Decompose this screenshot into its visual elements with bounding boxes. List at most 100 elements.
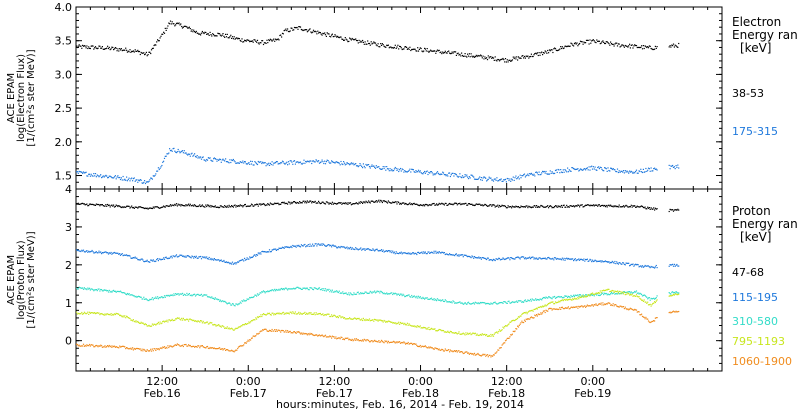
data-point <box>172 295 174 297</box>
data-point <box>436 348 439 350</box>
data-point <box>417 251 419 254</box>
data-point <box>125 317 127 319</box>
data-point <box>193 257 195 259</box>
data-point <box>531 316 533 319</box>
data-point <box>115 312 117 314</box>
data-point <box>211 259 213 261</box>
data-point <box>526 313 528 315</box>
data-point <box>108 46 110 48</box>
data-point <box>474 178 476 180</box>
data-point <box>390 321 392 323</box>
data-point <box>556 50 558 52</box>
data-point <box>282 311 284 313</box>
data-point <box>452 351 454 353</box>
data-point <box>173 255 175 257</box>
data-point <box>124 315 126 317</box>
data-point <box>387 293 389 295</box>
data-point <box>474 301 476 303</box>
data-point <box>593 40 595 42</box>
data-point <box>126 205 128 207</box>
data-point <box>297 161 299 163</box>
data-point <box>457 332 459 334</box>
data-point <box>473 204 476 207</box>
data-point <box>588 204 590 206</box>
data-point <box>507 205 509 207</box>
data-point <box>153 297 155 299</box>
data-point <box>86 250 88 252</box>
data-point <box>343 246 346 248</box>
data-point <box>416 344 418 347</box>
data-point <box>170 294 172 296</box>
data-point <box>340 245 342 248</box>
data-point <box>230 34 232 36</box>
data-point <box>616 206 618 208</box>
data-point <box>668 292 670 294</box>
data-point <box>501 329 503 331</box>
data-point <box>261 315 263 318</box>
data-point <box>362 339 364 341</box>
data-point <box>98 312 100 314</box>
data-point <box>547 303 549 305</box>
data-point <box>318 32 320 34</box>
data-point <box>520 205 522 207</box>
data-point <box>386 292 388 294</box>
data-point <box>144 349 146 351</box>
data-point <box>539 313 541 315</box>
data-point <box>522 312 524 315</box>
data-point <box>117 313 119 315</box>
data-point <box>386 320 388 323</box>
data-point <box>329 245 331 247</box>
data-point <box>524 312 526 314</box>
data-point <box>365 318 367 320</box>
data-point <box>207 33 209 35</box>
data-point <box>76 249 78 251</box>
data-point <box>245 342 247 344</box>
data-point <box>597 205 599 207</box>
data-point <box>303 312 305 314</box>
data-point <box>172 23 174 25</box>
data-point <box>585 259 588 261</box>
data-point <box>288 247 290 249</box>
data-point <box>529 56 531 58</box>
data-point <box>457 350 459 352</box>
data-point <box>179 203 181 206</box>
data-point <box>630 294 632 296</box>
data-point <box>630 291 632 293</box>
data-point <box>567 296 569 299</box>
data-point <box>655 208 657 210</box>
data-point <box>231 304 233 306</box>
data-point <box>381 250 383 252</box>
data-point <box>177 203 179 205</box>
data-point <box>511 333 513 335</box>
data-point <box>434 252 436 254</box>
data-point <box>140 179 142 181</box>
data-point <box>146 259 148 261</box>
data-point <box>184 25 186 27</box>
data-point <box>423 251 425 253</box>
data-point <box>258 161 260 164</box>
data-point <box>508 323 510 325</box>
data-point <box>654 209 656 211</box>
data-point <box>242 206 244 208</box>
data-point <box>249 339 251 341</box>
data-point <box>269 202 271 204</box>
data-point <box>236 349 238 351</box>
data-point <box>549 297 551 299</box>
data-point <box>360 339 362 341</box>
data-point <box>289 30 291 32</box>
data-point <box>212 258 214 260</box>
data-point <box>529 300 531 302</box>
data-point <box>227 349 229 351</box>
data-point <box>83 251 85 253</box>
data-point <box>594 259 596 261</box>
data-point <box>177 256 179 258</box>
data-point <box>304 243 306 246</box>
data-point <box>355 165 358 167</box>
data-point <box>347 248 349 250</box>
data-point <box>185 294 187 296</box>
data-point <box>312 201 315 203</box>
data-point <box>353 203 355 205</box>
data-point <box>476 257 478 259</box>
data-point <box>423 297 425 299</box>
data-point <box>291 312 293 315</box>
